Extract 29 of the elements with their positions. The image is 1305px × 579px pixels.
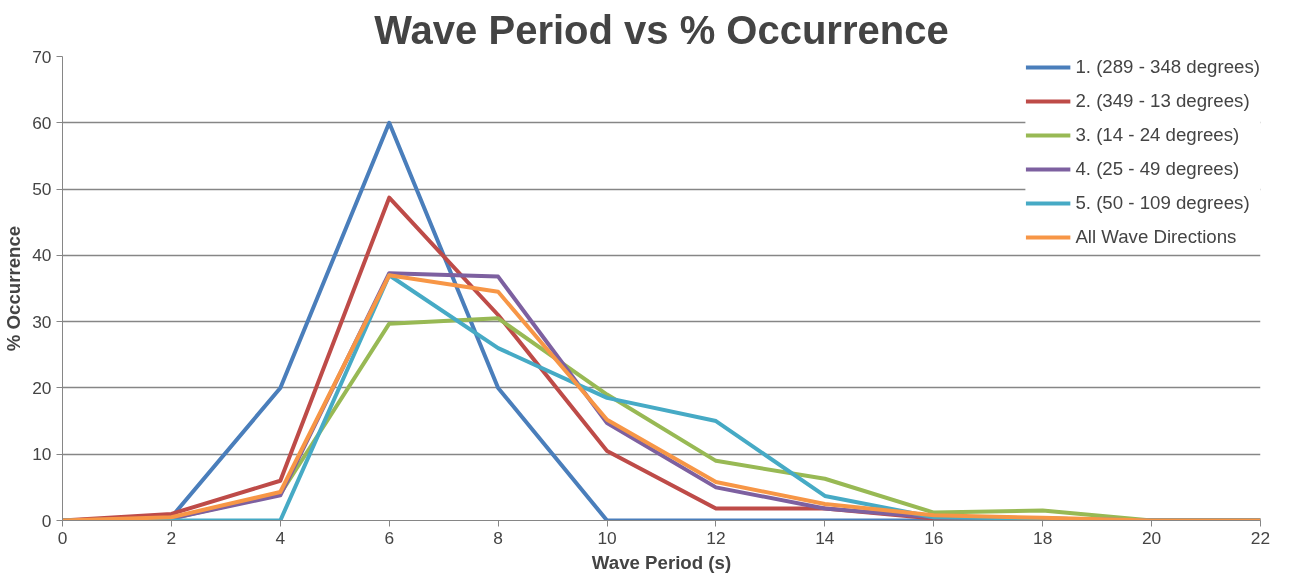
legend-label: 4. (25 - 49 degrees)	[1075, 158, 1240, 180]
y-tick-label: 20	[32, 377, 52, 398]
y-tick-label: 30	[32, 311, 52, 332]
x-tick-label: 8	[493, 527, 503, 548]
x-tick-label: 18	[1033, 527, 1053, 548]
x-tick-label: 2	[166, 527, 177, 548]
y-tick-label: 50	[32, 179, 52, 200]
x-tick-label: 16	[924, 527, 944, 548]
legend-label: 3. (14 - 24 degrees)	[1075, 124, 1240, 146]
y-tick-label: 40	[32, 245, 52, 266]
x-tick-label: 22	[1250, 527, 1271, 548]
legend-label: All Wave Directions	[1075, 226, 1237, 248]
chart-title: Wave Period vs % Occurrence	[374, 7, 949, 52]
y-tick-label: 60	[32, 112, 52, 133]
y-axis-title: % Occurrence	[3, 225, 25, 352]
legend-label: 1. (289 - 348 degrees)	[1075, 56, 1260, 78]
y-tick-label: 10	[32, 444, 52, 465]
y-tick-label: 70	[32, 46, 52, 67]
x-tick-label: 12	[706, 527, 726, 548]
legend-label: 2. (349 - 13 degrees)	[1075, 90, 1250, 112]
x-tick-label: 14	[815, 527, 835, 548]
x-tick-label: 0	[57, 527, 68, 548]
x-tick-label: 4	[275, 527, 286, 548]
x-tick-label: 10	[597, 527, 617, 548]
x-tick-label: 20	[1141, 527, 1162, 548]
y-tick-label: 0	[41, 510, 52, 531]
x-tick-label: 6	[384, 527, 395, 548]
legend-label: 5. (50 - 109 degrees)	[1075, 192, 1250, 214]
x-axis-title: Wave Period (s)	[591, 551, 732, 573]
